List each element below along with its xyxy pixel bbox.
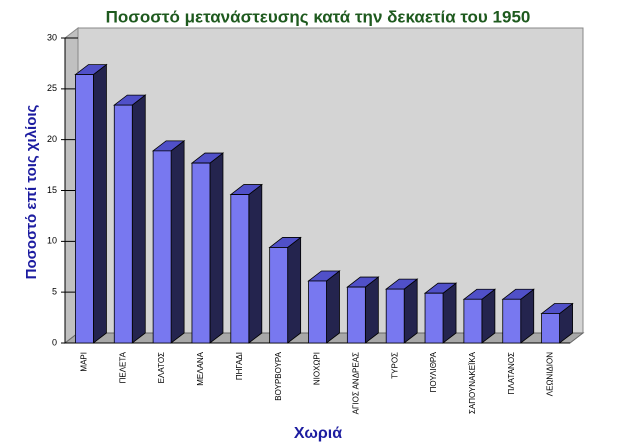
x-tick-label: ΤΥΡΟΣ <box>390 352 399 379</box>
bar-side <box>93 63 107 344</box>
bar <box>190 152 225 344</box>
x-tick-label: ΜΑΡΙ <box>80 352 89 372</box>
bar-side <box>131 94 146 344</box>
y-tick-label: 25 <box>47 83 57 93</box>
bar-front <box>346 286 366 344</box>
bar-front <box>541 313 560 344</box>
bar <box>229 183 263 344</box>
y-tick-label: 5 <box>52 287 57 297</box>
bar-side <box>403 278 418 344</box>
bar-front <box>269 247 289 344</box>
x-tick-label: ΑΓΙΟΣ ΑΝΔΡΕΑΣ <box>351 352 360 414</box>
bar-front <box>191 162 211 344</box>
bar <box>540 302 574 344</box>
bar <box>113 94 147 344</box>
bar-front <box>463 298 483 344</box>
bar-side <box>287 236 302 344</box>
x-tick-label: ΒΟΥΡΒΟΥΡΑ <box>274 351 283 400</box>
bar <box>462 288 497 344</box>
bar-side <box>326 270 340 344</box>
bar-front <box>424 292 444 344</box>
x-tick-label: ΠΛΑΤΑΝΟΣ <box>507 352 516 394</box>
x-tick-label: ΛΕΩΝΙΔΙΟΝ <box>546 352 555 396</box>
x-tick-label: ΕΛΑΤΟΣ <box>157 352 166 383</box>
chart-title: Ποσοστό μετανάστευσης κατά την δεκαετία … <box>106 7 531 26</box>
bar-side <box>170 140 185 344</box>
bar-front <box>230 194 250 344</box>
bar-front <box>308 280 327 344</box>
bar-front <box>75 74 94 344</box>
x-axis-label: Χωριά <box>294 425 342 442</box>
y-tick-label: 20 <box>47 134 57 144</box>
bar <box>346 276 380 344</box>
bar <box>501 288 535 344</box>
x-tick-label: ΜΕΛΑΝΑ <box>196 351 205 385</box>
bar-side <box>248 183 263 344</box>
bar-side <box>209 152 224 344</box>
y-tick-label: 15 <box>47 185 57 195</box>
bar <box>268 236 302 344</box>
x-tick-label: ΠΕΛΕΤΑ <box>118 351 127 383</box>
bar-front <box>113 104 133 344</box>
y-tick-label: 30 <box>47 32 57 42</box>
bar-side <box>364 276 379 344</box>
x-tick-label: ΠΟΥΛΙΘΡΑ <box>429 351 438 392</box>
bar <box>307 270 341 344</box>
y-tick-label: 10 <box>47 236 57 246</box>
bar-front <box>152 150 172 344</box>
bar <box>423 282 458 344</box>
bar-front <box>502 298 522 344</box>
y-axis-label: Ποσοστό επί τοις χιλίοις <box>23 104 40 279</box>
bar <box>385 278 419 344</box>
x-tick-label: ΣΑΠΟΥΝΑΚΕΪΚΑ <box>468 351 477 414</box>
bar <box>74 63 108 344</box>
bar <box>151 140 186 344</box>
x-tick-label: ΝΙΟΧΩΡΙ <box>313 352 322 385</box>
x-tick-label: ΠΗΓΑΔΙ <box>235 352 244 380</box>
y-tick-label: 0 <box>52 337 57 347</box>
bar-front <box>385 288 405 344</box>
